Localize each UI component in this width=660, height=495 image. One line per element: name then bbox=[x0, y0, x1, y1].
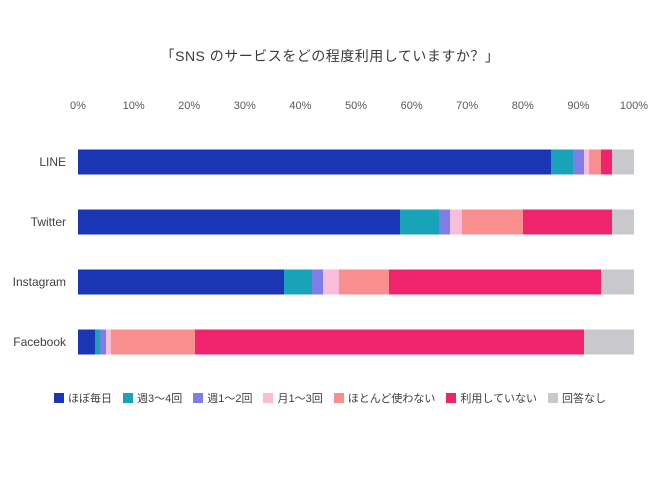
x-tick-label: 60% bbox=[400, 100, 423, 112]
bar-segment bbox=[78, 149, 551, 175]
bar-segment bbox=[572, 149, 584, 175]
bar-segment bbox=[100, 329, 106, 355]
x-tick-label: 30% bbox=[233, 100, 256, 112]
x-tick-label: 0% bbox=[70, 100, 86, 112]
bar-segment bbox=[550, 149, 573, 175]
bar-segment bbox=[339, 269, 390, 295]
x-axis: 0% 10% 20% 30% 40% 50% 60% 70% 80% 90% 100% bbox=[70, 100, 648, 118]
bar-segment bbox=[400, 209, 440, 235]
legend-label: 週3〜4回 bbox=[136, 393, 183, 405]
bar-segment bbox=[611, 209, 634, 235]
x-tick-label: 10% bbox=[122, 100, 145, 112]
bar-track bbox=[78, 149, 634, 175]
bar-row: LINE bbox=[39, 132, 634, 192]
x-tick-label: 90% bbox=[567, 100, 590, 112]
chart-title: 「SNS のサービスをどの程度利用していますか？」 bbox=[160, 48, 500, 64]
legend-swatch bbox=[333, 393, 344, 403]
x-tick-label: 80% bbox=[511, 100, 534, 112]
bar-segment bbox=[105, 329, 112, 355]
bar-segment bbox=[194, 329, 584, 355]
category-label: LINE bbox=[39, 155, 66, 169]
bar-segment bbox=[322, 269, 340, 295]
legend-swatch bbox=[446, 393, 457, 403]
legend-item: 週1〜2回 bbox=[193, 390, 252, 406]
bar-segment bbox=[450, 209, 462, 235]
stacked-bar-chart: 0% 10% 20% 30% 40% 50% 60% 70% 80% 90% 100% LINE Tw… bbox=[13, 100, 648, 372]
category-label: Instagram bbox=[12, 275, 66, 289]
x-tick-label: 100% bbox=[619, 100, 649, 112]
bar-segment bbox=[78, 269, 284, 295]
legend-swatch bbox=[53, 393, 64, 403]
legend-item: 利用していない bbox=[446, 390, 537, 406]
bar-row: Twitter bbox=[31, 192, 634, 252]
bar-segment bbox=[78, 329, 95, 355]
bar-segment bbox=[522, 209, 612, 235]
legend-item: 回答なし bbox=[548, 390, 606, 406]
bar-segment bbox=[389, 269, 601, 295]
bar-segment bbox=[611, 149, 634, 175]
bar-segment bbox=[78, 209, 401, 235]
legend-item: 週3〜4回 bbox=[122, 390, 183, 406]
bar-track bbox=[78, 329, 634, 355]
category-label: Twitter bbox=[30, 215, 66, 229]
legend-swatch bbox=[193, 393, 204, 403]
legend-label: ほとんど使わない bbox=[347, 393, 436, 405]
bar-segment bbox=[583, 149, 590, 175]
bar-segment bbox=[311, 269, 323, 295]
bar-row: Instagram bbox=[13, 252, 634, 312]
legend-item: ほぼ毎日 bbox=[53, 390, 112, 406]
bar-segment bbox=[94, 329, 101, 355]
category-label: Facebook bbox=[13, 335, 66, 349]
legend-swatch bbox=[548, 393, 559, 403]
bar-track bbox=[78, 269, 634, 295]
bar-segment bbox=[461, 209, 523, 235]
bar-segment bbox=[283, 269, 312, 295]
legend-swatch bbox=[122, 393, 133, 403]
bar-row: Facebook bbox=[13, 312, 634, 372]
legend-label: ほぼ毎日 bbox=[67, 393, 112, 405]
x-tick-label: 50% bbox=[344, 100, 368, 112]
x-tick-label: 70% bbox=[456, 100, 479, 112]
bar-segment bbox=[583, 329, 634, 355]
bar-segment bbox=[439, 209, 451, 235]
bar-segment bbox=[111, 329, 195, 355]
chart-rows: LINE Twitter Instagram Facebook bbox=[13, 132, 634, 372]
legend-item: 月1〜3回 bbox=[263, 390, 323, 406]
bar-segment bbox=[600, 269, 634, 295]
legend-item: ほとんど使わない bbox=[333, 390, 436, 406]
bar-segment bbox=[589, 149, 601, 175]
legend-swatch bbox=[263, 393, 274, 403]
bar-segment bbox=[600, 149, 612, 175]
legend-label: 利用していない bbox=[460, 393, 538, 405]
legend: ほぼ毎日 週3〜4回 週1〜2回 月1〜3回 ほとんど使わない 利用していない 回答なし bbox=[0, 390, 660, 406]
legend-label: 週1〜2回 bbox=[207, 393, 253, 405]
legend-label: 回答なし bbox=[562, 393, 607, 405]
x-tick-label: 40% bbox=[289, 100, 312, 112]
bar-track bbox=[78, 209, 634, 235]
x-tick-label: 20% bbox=[178, 100, 201, 112]
legend-label: 月1〜3回 bbox=[277, 393, 323, 405]
